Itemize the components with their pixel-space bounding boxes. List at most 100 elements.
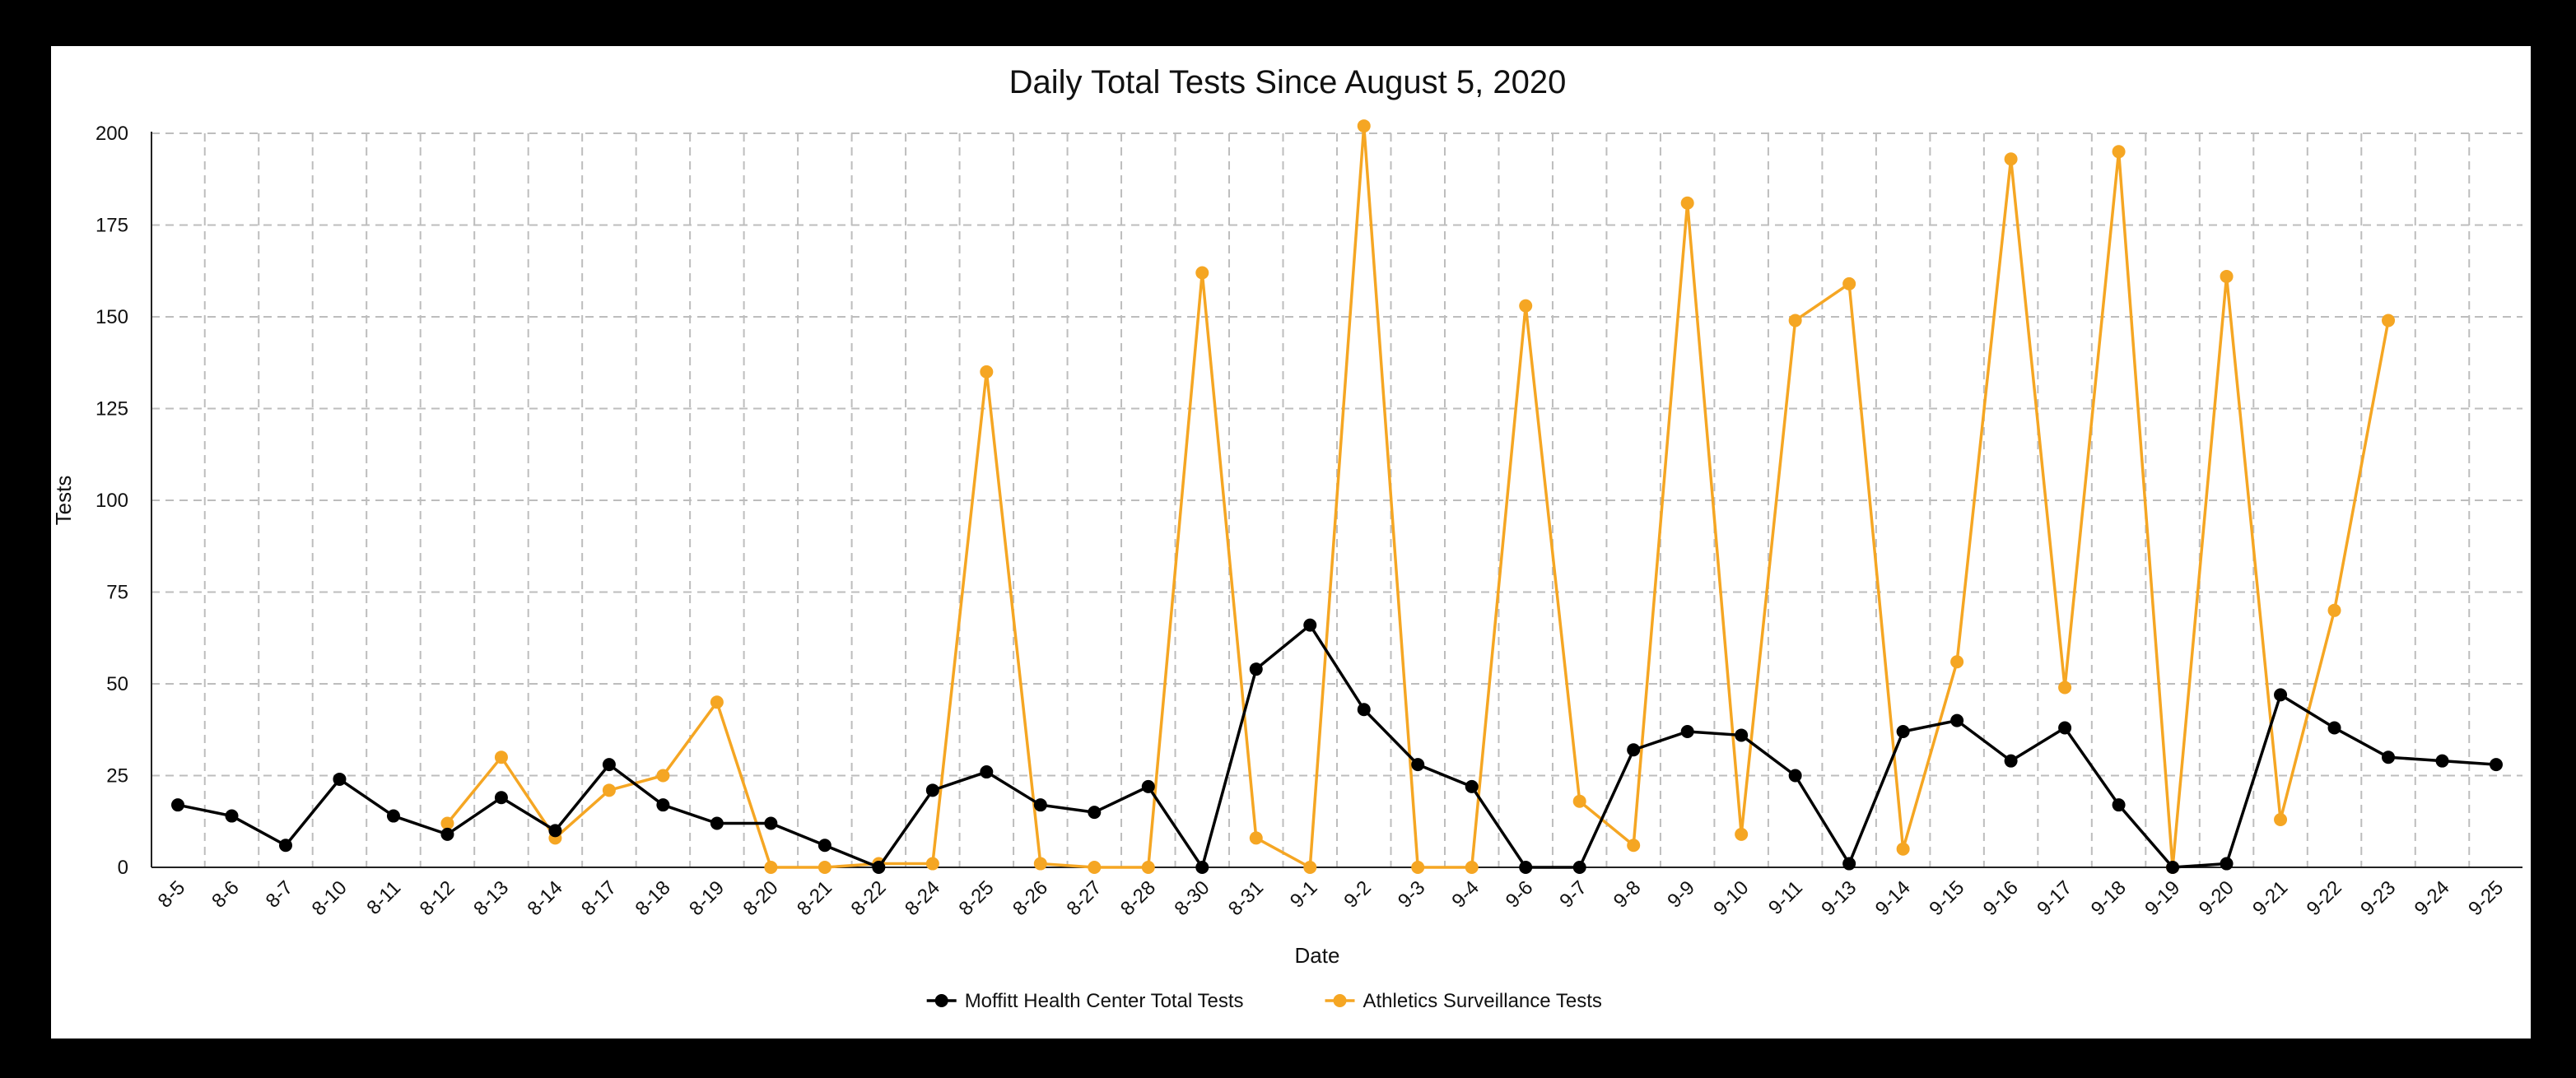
data-point <box>2435 754 2449 768</box>
data-point <box>1465 861 1479 874</box>
data-point <box>2004 152 2018 166</box>
data-point <box>1033 857 1047 871</box>
x-tick-label: 8-7 <box>262 876 298 913</box>
data-point <box>818 839 831 853</box>
data-point <box>1842 857 1856 871</box>
x-tick-label: 9-23 <box>2356 876 2400 920</box>
data-point <box>1357 703 1371 717</box>
data-point <box>1141 861 1155 874</box>
grid <box>151 132 2522 867</box>
data-point <box>333 772 347 786</box>
data-point <box>980 365 994 379</box>
y-tick-label: 0 <box>118 857 128 879</box>
series-line <box>446 124 2390 869</box>
x-tick-label: 8-19 <box>685 876 729 920</box>
data-point <box>2112 145 2126 159</box>
legend-item: Athletics Surveillance Tests <box>1325 990 1602 1012</box>
x-tick-label: 9-1 <box>1286 876 1322 913</box>
x-tick-label: 8-10 <box>308 876 352 920</box>
y-tick-label: 125 <box>95 398 128 421</box>
data-point <box>818 861 831 874</box>
data-point <box>2058 721 2072 735</box>
data-point <box>225 809 239 823</box>
x-tick-label: 8-24 <box>901 876 944 920</box>
data-point <box>764 861 778 874</box>
data-point <box>2382 750 2396 764</box>
data-point <box>2058 681 2072 695</box>
x-tick-label: 8-22 <box>847 876 891 920</box>
data-point <box>494 750 508 764</box>
data-point <box>872 861 886 874</box>
data-point <box>1788 769 1802 783</box>
x-tick-label: 8-30 <box>1170 876 1213 920</box>
data-point <box>710 816 724 830</box>
x-tick-label: 9-19 <box>2140 876 2184 920</box>
x-tick-label: 8-12 <box>416 876 459 920</box>
data-point <box>764 816 778 830</box>
data-point <box>710 695 724 709</box>
data-point <box>925 783 939 797</box>
series-2 <box>440 119 2396 874</box>
data-point <box>1896 842 1910 856</box>
data-point <box>1842 276 1856 290</box>
data-point <box>2112 798 2126 812</box>
data-point <box>2382 314 2396 328</box>
data-point <box>1303 618 1317 632</box>
data-point <box>1680 196 1694 210</box>
y-tick-label: 50 <box>106 673 128 695</box>
data-point <box>1249 662 1263 676</box>
data-point <box>1303 861 1317 874</box>
data-point <box>1950 655 1964 669</box>
x-tick-label: 8-31 <box>1224 876 1268 920</box>
data-point <box>656 798 670 812</box>
y-axis-title: Tests <box>51 476 76 526</box>
data-point <box>1950 713 1964 727</box>
series-line <box>177 623 2497 869</box>
data-point <box>656 769 670 783</box>
line-chart: Daily Total Tests Since August 5, 2020 T… <box>51 64 2522 1012</box>
x-tick-label: 9-8 <box>1609 876 1646 913</box>
x-tick-labels: 8-5 8-6 8-7 8-10 8-11 8-12 8-13 8-14 8-17 8-18 8-1… <box>154 876 2508 920</box>
x-tick-label: 9-22 <box>2303 876 2346 920</box>
x-tick-label: 8-11 <box>362 876 405 919</box>
data-point <box>440 816 454 830</box>
x-tick-label: 9-24 <box>2411 876 2454 920</box>
x-tick-label: 9-17 <box>2033 876 2076 920</box>
y-tick-label: 100 <box>95 490 128 512</box>
data-point <box>2274 688 2288 702</box>
legend-marker-dot <box>1333 994 1347 1007</box>
legend-label: Moffitt Health Center Total Tests <box>965 990 1244 1012</box>
x-tick-label: 8-14 <box>524 876 567 920</box>
data-point <box>602 758 616 772</box>
x-tick-label: 9-13 <box>1817 876 1861 920</box>
y-tick-label: 200 <box>95 123 128 145</box>
x-tick-label: 8-6 <box>207 876 244 913</box>
x-tick-label: 8-25 <box>955 876 999 920</box>
data-point <box>1735 827 1749 841</box>
data-point <box>1033 798 1047 812</box>
x-tick-label: 9-18 <box>2087 876 2131 920</box>
x-tick-label: 9-20 <box>2195 876 2238 920</box>
data-point <box>602 783 616 797</box>
data-point <box>1195 861 1209 874</box>
x-tick-label: 8-27 <box>1062 876 1106 920</box>
legend-label: Athletics Surveillance Tests <box>1363 990 1602 1012</box>
x-tick-label: 9-7 <box>1555 876 1591 913</box>
data-point <box>1411 861 1425 874</box>
x-tick-label: 8-17 <box>577 876 621 920</box>
data-point <box>2327 721 2341 735</box>
data-point <box>2166 861 2180 874</box>
data-point <box>1896 724 1910 738</box>
data-point <box>1735 728 1749 742</box>
data-point <box>2220 269 2234 283</box>
data-point <box>1519 299 1533 313</box>
data-point <box>1465 779 1479 793</box>
x-tick-label: 9-15 <box>1925 876 1968 920</box>
x-tick-label: 8-21 <box>793 876 836 920</box>
data-point <box>1249 831 1263 845</box>
data-point <box>278 839 292 853</box>
x-tick-label: 9-11 <box>1764 876 1807 919</box>
y-tick-label: 75 <box>106 582 128 604</box>
data-point <box>1141 779 1155 793</box>
data-point <box>1088 806 1102 820</box>
